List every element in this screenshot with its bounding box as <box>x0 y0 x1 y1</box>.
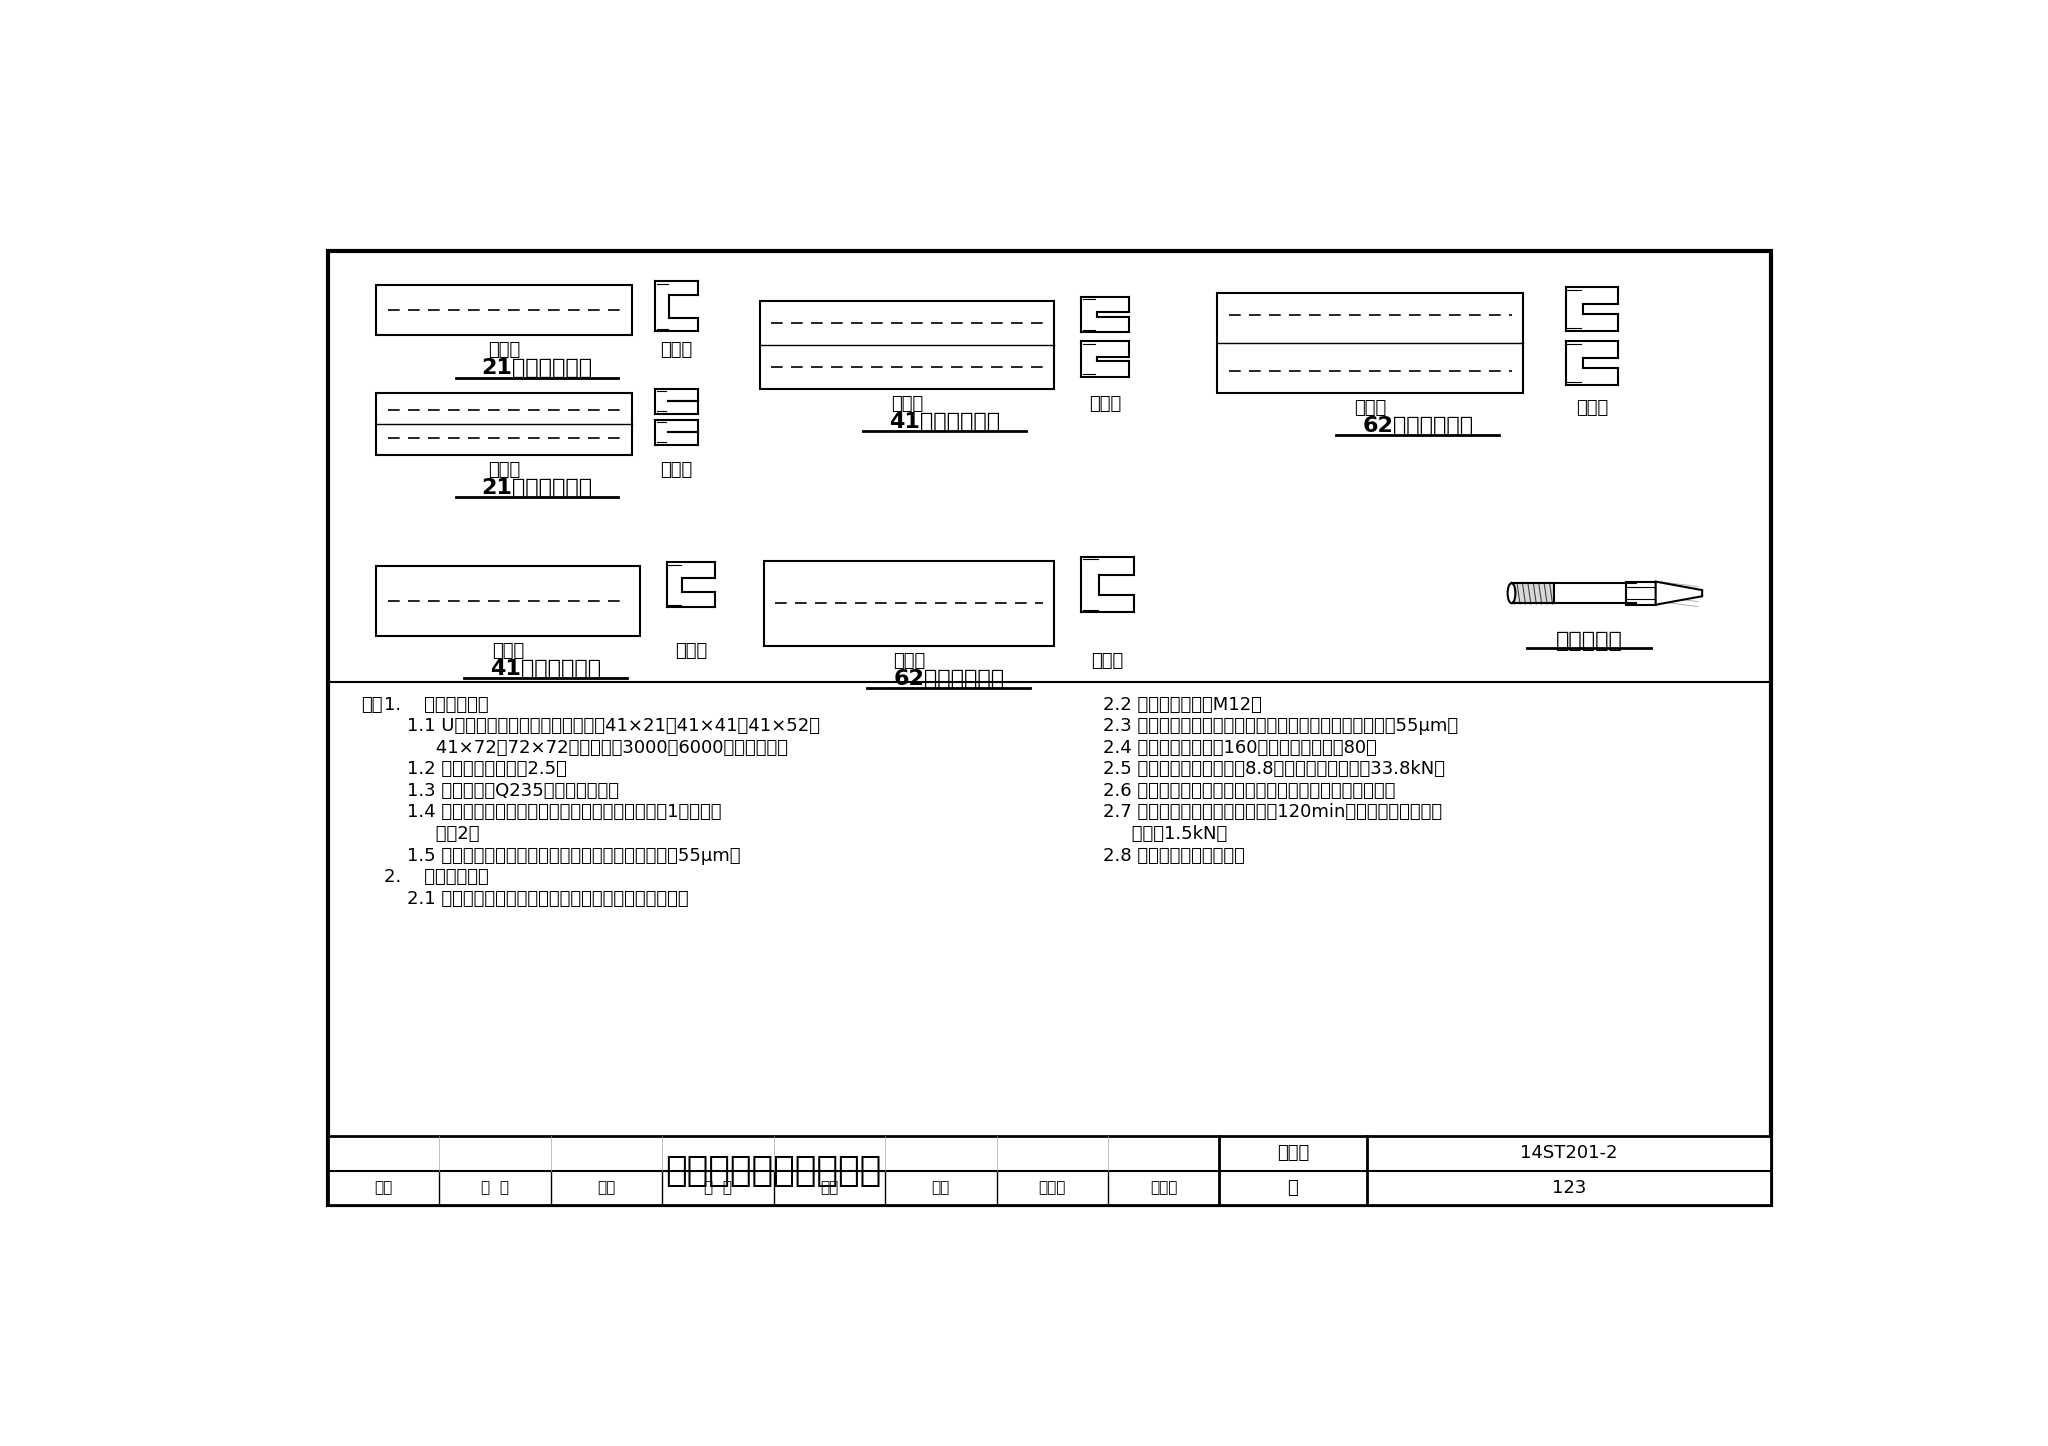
Text: 侧视图: 侧视图 <box>891 395 924 414</box>
Text: 综合管线用槽钢、锚栓: 综合管线用槽钢、锚栓 <box>666 1154 883 1187</box>
Text: 不低于1.5kN。: 不低于1.5kN。 <box>1079 824 1227 843</box>
Text: 21双拼槽钢带齿: 21双拼槽钢带齿 <box>481 477 592 497</box>
Bar <box>377 567 639 636</box>
Text: 2.3 锚栓表面防腐处理使用热浸镀锌，镀锌层厚度大于等于55μm。: 2.3 锚栓表面防腐处理使用热浸镀锌，镀锌层厚度大于等于55μm。 <box>1079 717 1458 735</box>
Text: 1.1 U型槽钢为冷压成型，截面尺寸为41×21、41×41、41×52、: 1.1 U型槽钢为冷压成型，截面尺寸为41×21、41×41、41×52、 <box>383 717 819 735</box>
Text: 吴文琪: 吴文琪 <box>1149 1180 1178 1194</box>
Text: 刘  森: 刘 森 <box>705 1180 731 1194</box>
Text: 侧视图: 侧视图 <box>893 652 926 669</box>
Text: 侧视图: 侧视图 <box>492 642 524 659</box>
Text: 1.5 表面防腐处理使用热浸镀锌，镀锌层厚度大于等于55μm。: 1.5 表面防腐处理使用热浸镀锌，镀锌层厚度大于等于55μm。 <box>383 846 741 865</box>
Bar <box>1626 581 1655 604</box>
Text: 截面图: 截面图 <box>1577 399 1608 416</box>
Text: 41×72、72×72等，长度为3000或6000的标准型材。: 41×72、72×72等，长度为3000或6000的标准型材。 <box>383 739 788 756</box>
Text: 1.4 槽钢内壁边上有机械加工齿牙，齿牙高度不小于1，间距不: 1.4 槽钢内壁边上有机械加工齿牙，齿牙高度不小于1，间距不 <box>383 804 721 821</box>
Bar <box>328 250 1772 1206</box>
Text: 侧视图: 侧视图 <box>487 341 520 360</box>
Bar <box>377 393 633 454</box>
Text: 截面图: 截面图 <box>1092 652 1124 669</box>
Text: 2.4 混凝土厚度不小于160，锚栓埋深不小于80。: 2.4 混凝土厚度不小于160，锚栓埋深不小于80。 <box>1079 739 1376 756</box>
Text: 62单拼槽钢带齿: 62单拼槽钢带齿 <box>893 668 1004 688</box>
Text: 41双拼槽钢带齿: 41双拼槽钢带齿 <box>889 412 999 432</box>
Text: 2.2 锚栓选用规格为M12。: 2.2 锚栓选用规格为M12。 <box>1079 696 1262 713</box>
Text: 截面图: 截面图 <box>659 341 692 360</box>
Text: 注：: 注： <box>360 696 383 713</box>
Text: 刘燊: 刘燊 <box>821 1180 838 1194</box>
Text: 截面图: 截面图 <box>674 642 707 659</box>
Text: 图集号: 图集号 <box>1276 1144 1309 1163</box>
Text: 后切底锚栓: 后切底锚栓 <box>1556 630 1622 651</box>
Text: 2.5 锚栓钢材等级大于等于8.8级，承载力大于等于33.8kN。: 2.5 锚栓钢材等级大于等于8.8级，承载力大于等于33.8kN。 <box>1079 761 1444 778</box>
Text: 2.6 锚栓具有抗腐蚀、抗振动、抗疲劳、抗冲击性能报告。: 2.6 锚栓具有抗腐蚀、抗振动、抗疲劳、抗冲击性能报告。 <box>1079 782 1395 800</box>
Ellipse shape <box>1507 583 1516 603</box>
Bar <box>1217 294 1524 393</box>
Text: 14ST201-2: 14ST201-2 <box>1520 1144 1618 1163</box>
Text: 吴文琪: 吴文琪 <box>1038 1180 1065 1194</box>
Text: 1.3 槽钢材质为Q235，或同类材质。: 1.3 槽钢材质为Q235，或同类材质。 <box>383 782 618 800</box>
Polygon shape <box>1655 581 1702 604</box>
Text: 侧视图: 侧视图 <box>487 461 520 479</box>
Bar <box>1511 583 1554 603</box>
Text: 21单拼槽钢带齿: 21单拼槽钢带齿 <box>481 359 592 379</box>
Text: 2.1 结构连接部位选用适用于开裂混凝土的后扩底锚栓。: 2.1 结构连接部位选用适用于开裂混凝土的后扩底锚栓。 <box>383 889 688 908</box>
Text: 1.    槽钢选用要求: 1. 槽钢选用要求 <box>383 696 489 713</box>
Bar <box>328 1137 1772 1206</box>
Bar <box>760 301 1055 389</box>
Text: 2.    锚栓选用要求: 2. 锚栓选用要求 <box>383 868 489 886</box>
Text: 41单拼槽钢带齿: 41单拼槽钢带齿 <box>489 658 600 678</box>
Text: 校对: 校对 <box>598 1180 616 1194</box>
Text: 页: 页 <box>1288 1178 1298 1197</box>
Text: 62双拼槽钢带齿: 62双拼槽钢带齿 <box>1362 416 1473 437</box>
Text: 赵  展: 赵 展 <box>481 1180 510 1194</box>
Text: 123: 123 <box>1552 1178 1585 1197</box>
Text: 截面图: 截面图 <box>659 461 692 479</box>
Text: 设计: 设计 <box>932 1180 950 1194</box>
Text: 审核: 审核 <box>375 1180 393 1194</box>
Text: 2.8 锚栓采用双螺母锁紧。: 2.8 锚栓采用双螺母锁紧。 <box>1079 846 1245 865</box>
Text: 截面图: 截面图 <box>1090 395 1122 414</box>
Text: 侧视图: 侧视图 <box>1354 399 1386 416</box>
Text: 大于2。: 大于2。 <box>383 824 479 843</box>
Bar <box>377 285 633 335</box>
Text: 2.7 锚栓具有防火性能测试报告，120min耐火极限下，承载力: 2.7 锚栓具有防火性能测试报告，120min耐火极限下，承载力 <box>1079 804 1442 821</box>
Text: 1.2 槽钢壁厚大于等于2.5。: 1.2 槽钢壁厚大于等于2.5。 <box>383 761 567 778</box>
Bar <box>764 561 1055 645</box>
